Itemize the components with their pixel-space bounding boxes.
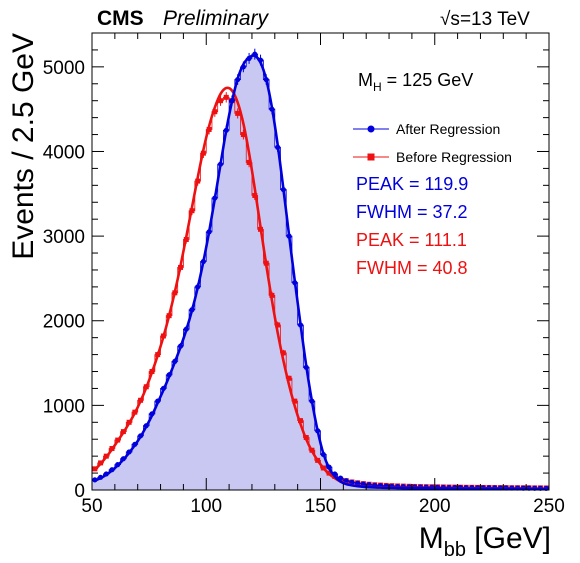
before-regression-point [212, 109, 218, 115]
before-regression-point [218, 98, 224, 104]
after-peak-annotation: PEAK = 119.9 [356, 174, 468, 194]
x-tick-label: 250 [533, 496, 565, 517]
before-regression-point [223, 94, 229, 100]
legend-before-label: Before Regression [396, 149, 512, 165]
x-axis-title: Mbb [GeV] [419, 522, 551, 561]
before-fwhm-annotation: FWHM = 40.8 [356, 258, 468, 278]
y-tick-label: 0 [74, 481, 85, 502]
x-tick-label: 150 [305, 496, 337, 517]
y-tick-label: 3000 [43, 227, 85, 248]
energy-value: =13 TeV [460, 9, 530, 30]
axis-ticks [91, 32, 550, 491]
y-axis-title: Events / 2.5 GeV [7, 33, 40, 260]
after-regression-fit-curve [94, 54, 547, 491]
y-tick-label: 5000 [43, 58, 85, 79]
after-regression-fill-layer [92, 54, 549, 490]
higgs-mass-sub: H [373, 80, 382, 94]
x-tick-label: 50 [81, 496, 102, 517]
y-tick-labels: 0 1000 2000 3000 4000 5000 [43, 58, 85, 502]
after-regression-fill [92, 54, 549, 490]
energy-label: √s=13 TeV [440, 9, 530, 30]
legend-after-marker [367, 125, 375, 133]
legend-before-marker [367, 153, 375, 161]
before-regression-point [280, 350, 286, 356]
x-axis-title-main: M [419, 522, 444, 555]
before-regression-point [292, 398, 298, 404]
after-fwhm-annotation: FWHM = 37.2 [356, 202, 468, 222]
energy-symbol: √s [440, 9, 460, 30]
before-regression-point [246, 159, 252, 165]
plot-area [91, 48, 549, 491]
y-tick-label: 1000 [43, 396, 85, 417]
x-tick-label: 100 [190, 496, 222, 517]
legend-after-label: After Regression [396, 121, 500, 137]
y-tick-label: 4000 [43, 142, 85, 163]
before-peak-annotation: PEAK = 111.1 [356, 230, 467, 250]
higgs-mass-main: M [358, 70, 373, 90]
higgs-mass-annotation: MH = 125 GeV [358, 70, 473, 94]
fit-curves-layer [93, 54, 547, 491]
status-label: Preliminary [163, 7, 270, 30]
before-regression-point [275, 322, 281, 328]
before-regression-point [286, 375, 292, 381]
x-axis-title-unit: [GeV] [466, 522, 551, 555]
before-regression-point [240, 132, 246, 138]
x-tick-labels: 50 100 150 200 250 [81, 496, 564, 517]
legend: After Regression Before Regression [353, 121, 512, 165]
higgs-mass-value: = 125 GeV [382, 70, 474, 90]
y-tick-label: 2000 [43, 312, 85, 333]
x-tick-label: 200 [419, 496, 451, 517]
experiment-label: CMS [97, 7, 144, 30]
before-regression-point [235, 110, 241, 116]
x-axis-title-sub: bb [444, 539, 466, 561]
